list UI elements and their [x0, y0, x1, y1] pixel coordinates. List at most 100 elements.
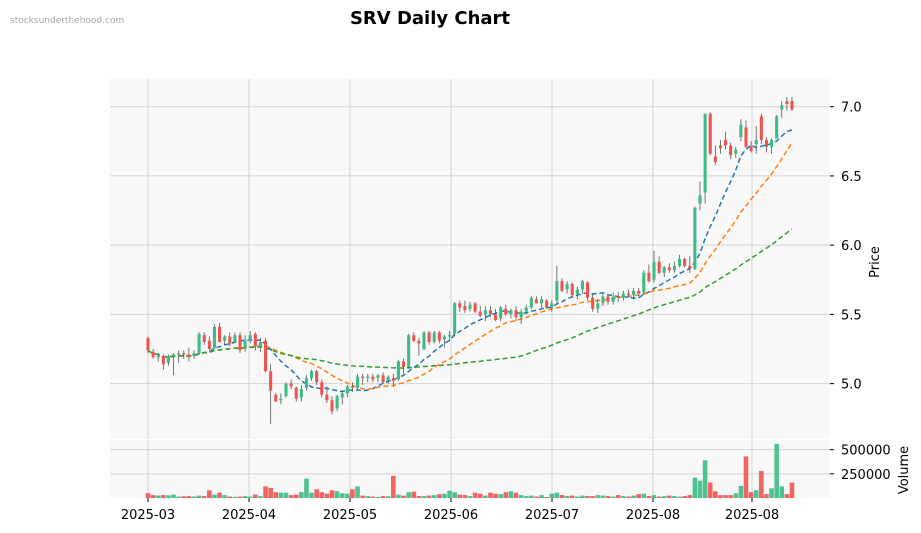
candle-body: [453, 303, 457, 334]
volume-bar: [779, 486, 785, 498]
volume-bar: [467, 496, 473, 498]
candle-body: [248, 335, 252, 341]
candle-body: [304, 378, 308, 388]
volume-bar: [728, 495, 733, 498]
candle-body: [258, 342, 262, 348]
volume-bar: [636, 494, 641, 498]
volume-bar: [641, 493, 647, 498]
candle-body: [718, 145, 722, 149]
candle-body: [386, 376, 390, 381]
volume-bar: [196, 495, 202, 498]
candle-body: [534, 299, 538, 304]
volume-bar: [503, 492, 509, 498]
volume-bar: [176, 496, 181, 498]
volume-panel: [110, 440, 830, 498]
candle-body: [540, 299, 544, 304]
volume-bar: [707, 482, 713, 498]
candle-body: [657, 261, 661, 273]
volume-bar: [293, 494, 299, 498]
volume-tick-label: 500000: [841, 444, 891, 459]
volume-bar: [212, 494, 217, 498]
volume-bar: [447, 490, 452, 498]
candle-body: [729, 145, 733, 156]
candle-body: [253, 333, 257, 347]
candle-body: [560, 281, 564, 291]
candle-body: [494, 314, 498, 320]
candle-body: [335, 396, 339, 409]
candle-body: [350, 386, 354, 388]
candle-body: [177, 353, 181, 355]
candles: [146, 97, 794, 424]
candle-body: [647, 272, 651, 282]
volume-bar: [380, 496, 386, 498]
volume-bar: [656, 496, 662, 498]
volume-bar: [442, 493, 447, 498]
candle-body: [366, 376, 370, 379]
candle-body: [325, 394, 329, 401]
y-tick-label: 6.5: [841, 170, 862, 185]
x-tick-label: 2025-08: [725, 508, 779, 523]
volume-bar: [585, 496, 590, 498]
candle-body: [632, 290, 636, 295]
candle-body: [212, 326, 216, 348]
candle-body: [770, 139, 774, 147]
volume-bar: [544, 497, 549, 498]
volume-bar: [590, 496, 595, 498]
volume-bar: [677, 496, 682, 498]
candle-body: [790, 101, 794, 110]
candle-body: [606, 296, 610, 302]
volume-bar: [697, 480, 703, 498]
candle-body: [499, 307, 503, 319]
candle-body: [688, 265, 692, 269]
candle-body: [734, 149, 738, 154]
volume-bar: [437, 494, 442, 498]
volume-axis-label: Volume: [897, 446, 912, 494]
candle-body: [412, 335, 416, 341]
volume-bar: [406, 492, 411, 498]
volume-bar: [186, 496, 192, 498]
volume-bar: [242, 496, 248, 498]
candle-body: [749, 146, 753, 151]
volume-bar: [713, 491, 718, 498]
x-tick-label: 2025-06: [424, 508, 478, 523]
candle-body: [310, 371, 314, 379]
volume-bar: [145, 493, 151, 498]
candle-body: [233, 335, 237, 343]
volume-bar: [166, 495, 171, 498]
volume-bar: [682, 496, 687, 498]
volume-bar: [483, 495, 488, 498]
candle-body: [678, 259, 682, 266]
volume-bar: [646, 496, 652, 498]
volume-bar: [569, 495, 575, 498]
candle-body: [166, 355, 170, 363]
candle-body: [703, 113, 707, 193]
volume-bar: [401, 495, 406, 498]
volume-bar: [319, 492, 325, 498]
candle-body: [652, 261, 656, 280]
volume-bar: [201, 496, 207, 498]
candle-body: [642, 272, 646, 293]
volume-bar: [743, 456, 749, 498]
x-tick-label: 2025-03: [121, 508, 175, 523]
candle-body: [192, 353, 196, 356]
volume-bar: [661, 496, 667, 498]
candle-body: [759, 116, 763, 140]
candle-body: [698, 195, 702, 204]
candle-body: [780, 105, 784, 110]
candle-body: [524, 307, 528, 312]
volume-bar: [416, 496, 422, 498]
candle-body: [713, 156, 717, 163]
candle-body: [218, 326, 222, 343]
candle-body: [284, 383, 288, 397]
volume-bar: [733, 493, 739, 498]
candle-body: [744, 127, 748, 147]
candle-body: [156, 355, 160, 358]
volume-bar: [477, 493, 483, 498]
volume-bar: [769, 488, 774, 498]
volume-bar: [626, 496, 631, 498]
volume-bar: [181, 496, 187, 498]
candle-body: [545, 300, 549, 308]
volume-bar: [288, 495, 294, 498]
candle-body: [621, 293, 625, 298]
candle-body: [637, 290, 641, 294]
